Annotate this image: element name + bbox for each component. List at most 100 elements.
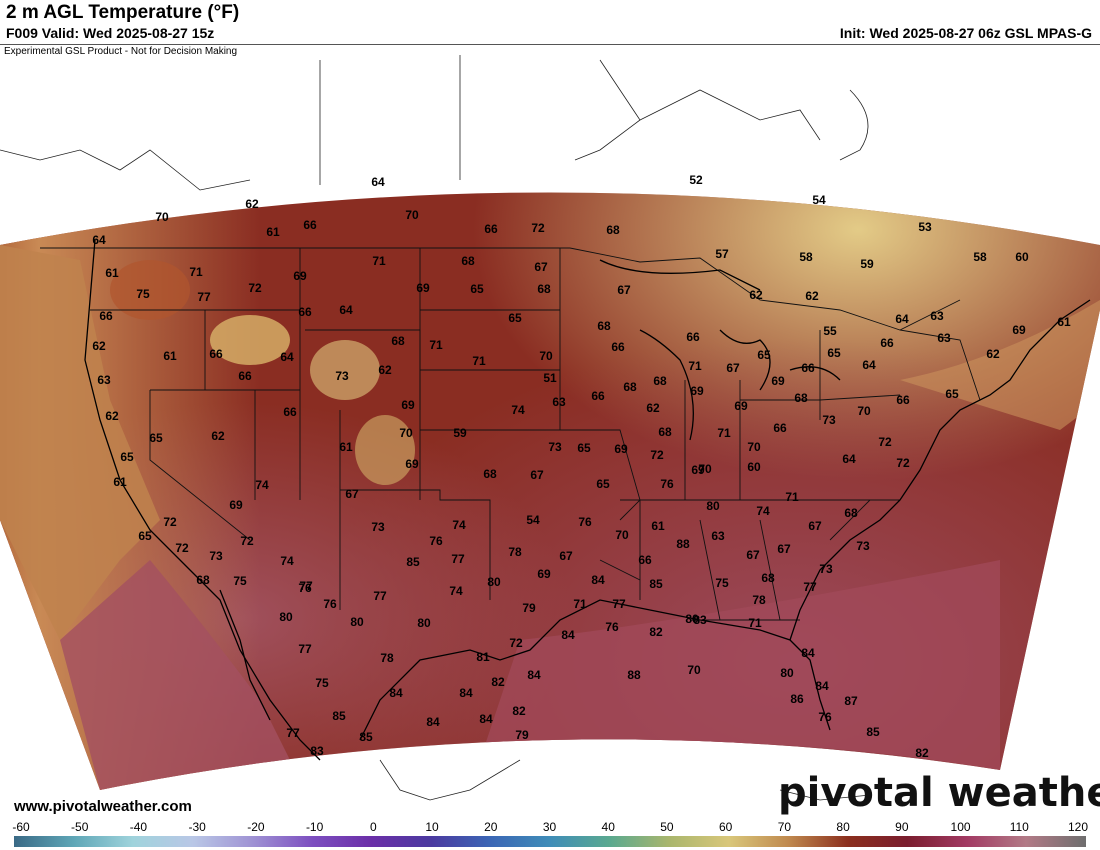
temperature-value-label: 72 — [878, 435, 892, 449]
temperature-value-label: 83 — [310, 744, 324, 758]
colorbar-tick: 60 — [718, 820, 733, 834]
temperature-value-label: 76 — [660, 477, 674, 491]
temperature-value-label: 61 — [651, 519, 665, 533]
temperature-value-label: 63 — [97, 373, 111, 387]
temperature-colorbar — [14, 836, 1086, 847]
political-borders — [40, 247, 981, 621]
temperature-value-label: 66 — [209, 347, 223, 361]
temperature-value-label: 67 — [746, 548, 760, 562]
temperature-value-label: 65 — [827, 346, 841, 360]
temperature-value-label: 61 — [113, 475, 127, 489]
temperature-value-label: 67 — [617, 283, 631, 297]
temperature-value-label: 68 — [623, 380, 637, 394]
temperature-labels: 64 52 70 62 70 54 61 66 66 72 68 53 64 57 58 59 58 60 61 71… — [92, 173, 1071, 760]
temperature-value-label: 67 — [559, 549, 573, 563]
temperature-value-label: 84 — [459, 686, 473, 700]
temperature-value-label: 62 — [92, 339, 106, 353]
temperature-value-label: 74 — [255, 478, 269, 492]
disclaimer: Experimental GSL Product - Not for Decis… — [4, 46, 238, 57]
map-title: 2 m AGL Temperature (°F) — [6, 2, 240, 23]
temperature-value-label: 71 — [372, 254, 386, 268]
temperature-value-label: 76 — [818, 710, 832, 724]
colorbar-tick: 50 — [660, 820, 674, 834]
temperature-value-label: 58 — [973, 250, 987, 264]
temperature-value-label: 63 — [937, 331, 951, 345]
temperature-value-label: 53 — [918, 220, 932, 234]
temperature-value-label: 80 — [780, 666, 794, 680]
temperature-value-label: 73 — [819, 562, 833, 576]
temperature-value-label: 69 — [691, 463, 705, 477]
temperature-value-label: 62 — [245, 197, 259, 211]
temperature-value-label: 62 — [986, 347, 1000, 361]
temperature-value-label: 85 — [332, 709, 346, 723]
temperature-value-label: 61 — [163, 349, 177, 363]
temperature-value-label: 73 — [856, 539, 870, 553]
temperature-value-label: 77 — [451, 552, 465, 566]
temperature-value-label: 60 — [1015, 250, 1029, 264]
temperature-value-label: 65 — [138, 529, 152, 543]
temperature-value-label: 70 — [405, 208, 419, 222]
temperature-value-label: 73 — [371, 520, 385, 534]
temperature-value-label: 66 — [303, 218, 317, 232]
temperature-value-label: 66 — [484, 222, 498, 236]
temperature-value-label: 72 — [896, 456, 910, 470]
temperature-value-label: 83 — [693, 613, 707, 627]
temperature-value-label: 63 — [552, 395, 566, 409]
temperature-value-label: 71 — [573, 597, 587, 611]
website-credit[interactable]: www.pivotalweather.com — [14, 798, 192, 815]
temperature-value-label: 63 — [711, 529, 725, 543]
temperature-value-label: 68 — [844, 506, 858, 520]
temperature-value-label: 66 — [238, 369, 252, 383]
temperature-value-label: 66 — [773, 421, 787, 435]
temperature-value-label: 74 — [452, 518, 466, 532]
temperature-value-label: 84 — [801, 646, 815, 660]
temperature-value-label: 67 — [726, 361, 740, 375]
temperature-value-label: 71 — [785, 490, 799, 504]
temperature-value-label: 79 — [522, 601, 536, 615]
temperature-value-label: 57 — [715, 247, 729, 261]
temperature-value-label: 78 — [380, 651, 394, 665]
temperature-value-label: 69 — [401, 398, 415, 412]
temperature-value-label: 68 — [391, 334, 405, 348]
colorbar-tick: -20 — [247, 820, 265, 834]
temperature-value-label: 66 — [638, 553, 652, 567]
init-time-model: Init: Wed 2025-08-27 06z GSL MPAS-G — [839, 25, 1092, 41]
temperature-value-label: 69 — [416, 281, 430, 295]
temperature-value-label: 64 — [842, 452, 856, 466]
temperature-value-label: 65 — [757, 348, 771, 362]
temperature-value-label: 61 — [105, 266, 119, 280]
temperature-value-label: 60 — [747, 460, 761, 474]
temperature-value-label: 67 — [777, 542, 791, 556]
temperature-value-label: 52 — [689, 173, 703, 187]
colorbar-tick: 100 — [950, 820, 971, 834]
temperature-value-label: 71 — [748, 616, 762, 630]
temperature-map[interactable]: 64 52 70 62 70 54 61 66 66 72 68 53 64 57 58 59 58 60 61 71… — [0, 45, 1100, 820]
temperature-value-label: 61 — [339, 440, 353, 454]
temperature-value-label: 75 — [715, 576, 729, 590]
temperature-value-label: 72 — [650, 448, 664, 462]
temperature-value-label: 74 — [280, 554, 294, 568]
temperature-value-label: 85 — [866, 725, 880, 739]
temperature-value-label: 82 — [491, 675, 505, 689]
temperature-value-label: 66 — [611, 340, 625, 354]
colorbar-tick: 70 — [777, 820, 792, 834]
temperature-value-label: 66 — [801, 361, 815, 375]
temperature-value-label: 77 — [286, 726, 300, 740]
temperature-value-label: 79 — [515, 728, 529, 742]
colorbar-tick: 10 — [425, 820, 439, 834]
colorbar-tick: 120 — [1067, 820, 1089, 834]
temperature-value-label: 69 — [614, 442, 628, 456]
colorbar-tick: 20 — [484, 820, 498, 834]
temperature-value-label: 68 — [196, 573, 210, 587]
colorbar-tick: -10 — [305, 820, 324, 834]
temperature-value-label: 62 — [211, 429, 225, 443]
colorbar-tick: -60 — [12, 820, 30, 834]
temperature-value-label: 59 — [860, 257, 874, 271]
colorbar-tick: 40 — [601, 820, 615, 834]
temperature-value-label: 84 — [815, 679, 829, 693]
temperature-value-label: 67 — [534, 260, 548, 274]
temperature-value-label: 80 — [487, 575, 501, 589]
temperature-value-label: 76 — [429, 534, 443, 548]
temperature-value-label: 68 — [461, 254, 475, 268]
temperature-value-label: 66 — [283, 405, 297, 419]
